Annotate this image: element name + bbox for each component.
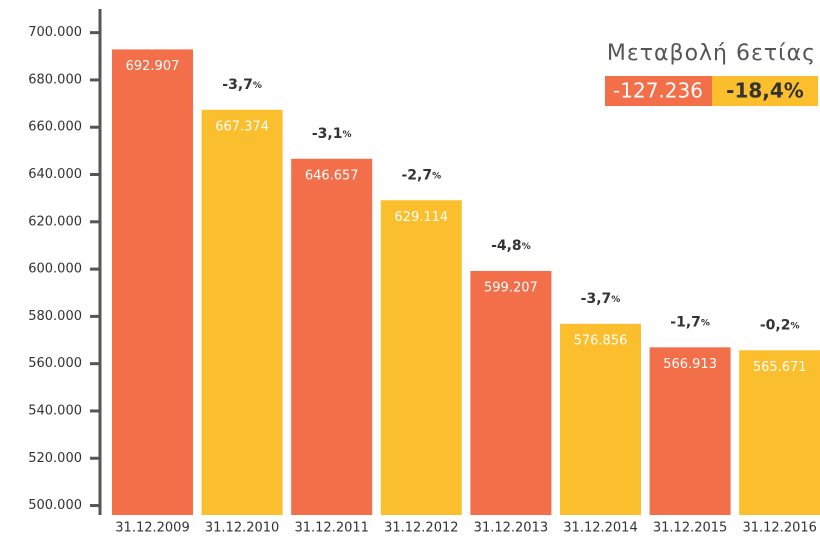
change-label: -2,7% (401, 167, 441, 183)
change-value: -3,1 (312, 126, 343, 142)
x-tick-label: 31.12.2010 (205, 521, 279, 536)
bar (739, 350, 820, 515)
summary-change-box (605, 76, 712, 106)
x-tick-label: 31.12.2011 (294, 521, 368, 536)
change-label: -3,7% (581, 291, 621, 307)
y-tick-label: 540.000 (28, 403, 82, 418)
value-label: 646.657 (305, 168, 359, 183)
bar (560, 323, 641, 515)
value-label: 667.374 (215, 119, 269, 134)
y-tick-label: 640.000 (28, 167, 82, 182)
y-tick-label: 520.000 (28, 451, 82, 466)
x-tick-label: 31.12.2012 (384, 521, 458, 536)
y-tick-label: 580.000 (28, 309, 82, 324)
y-tick-label: 620.000 (28, 214, 82, 229)
x-tick-label: 31.12.2016 (742, 521, 816, 536)
y-tick-label: 600.000 (28, 262, 82, 277)
change-unit: % (522, 241, 531, 251)
bar (201, 109, 283, 516)
x-tick-label: 31.12.2009 (115, 521, 189, 536)
change-unit: % (342, 129, 351, 139)
bar (470, 270, 552, 515)
change-unit: % (432, 171, 441, 181)
y-tick-label: 680.000 (28, 72, 82, 87)
change-value: -1,7 (670, 314, 701, 330)
y-tick-label: 560.000 (28, 356, 82, 371)
y-tick-label: 500.000 (28, 498, 82, 513)
value-label: 599.207 (484, 280, 538, 295)
summary-change: -127.236 (613, 79, 703, 103)
summary-title: Μεταβολή 6ετίας (607, 41, 816, 66)
change-label: -0,2% (760, 317, 800, 333)
x-tick-label: 31.12.2014 (563, 521, 637, 536)
value-label: 566.913 (663, 357, 717, 372)
bar (112, 49, 193, 515)
change-label: -4,8% (491, 238, 531, 254)
change-unit: % (790, 321, 799, 331)
change-value: -3,7 (581, 291, 612, 307)
y-tick-label: 660.000 (28, 120, 82, 135)
change-label: -3,7% (222, 77, 262, 93)
bar (291, 158, 373, 516)
summary-percent: -18,4% (726, 79, 804, 103)
change-value: -2,7 (401, 167, 432, 183)
summary-percent-box (712, 76, 818, 106)
x-tick-label: 31.12.2015 (653, 521, 727, 536)
bar (649, 347, 731, 515)
value-label: 576.856 (574, 333, 628, 348)
change-unit: % (253, 80, 262, 90)
change-value: -0,2 (760, 317, 791, 333)
value-label: 565.671 (753, 360, 807, 375)
change-value: -4,8 (491, 238, 522, 254)
change-unit: % (611, 294, 620, 304)
value-label: 692.907 (126, 59, 180, 74)
change-label: -3,1% (312, 126, 352, 142)
change-value: -3,7 (222, 77, 253, 93)
value-label: 629.114 (394, 210, 448, 225)
y-tick-label: 700.000 (28, 25, 82, 40)
x-tick-label: 31.12.2013 (474, 521, 548, 536)
bar (380, 200, 462, 515)
change-unit: % (701, 318, 710, 328)
change-label: -1,7% (670, 314, 710, 330)
